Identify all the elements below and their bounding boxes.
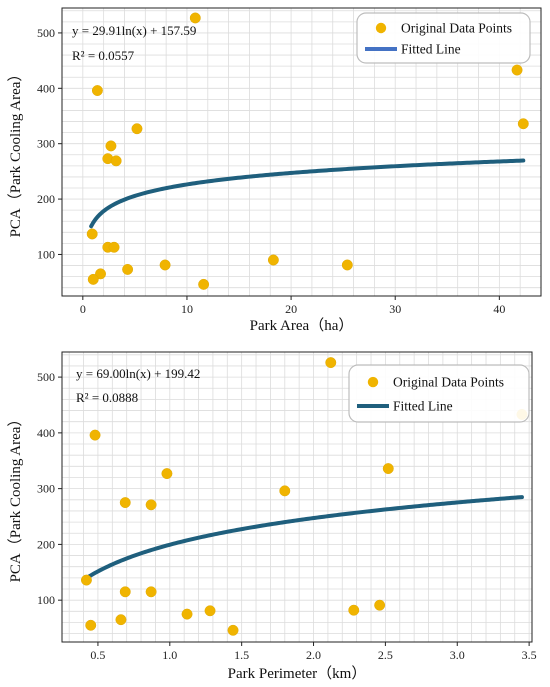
legend-box [356,12,531,64]
data-point [119,497,131,509]
y-tick-label: 100 [37,247,55,261]
data-point [348,604,360,616]
data-point [189,12,201,24]
y-axis-label: PCA（Park Cooling Area） [7,67,24,238]
data-point [95,268,106,280]
x-tick-label: 0 [80,302,86,316]
r-squared-label: R² = 0.0557 [72,48,135,63]
equation-label: y = 29.91ln(x) + 157.59 [72,23,196,38]
data-point [87,273,99,285]
y-tick-label: 500 [37,370,55,384]
legend-label-line: Fitted Line [393,399,453,414]
data-points [86,12,529,290]
x-tick-label: 2.5 [378,648,393,662]
data-point [131,123,143,135]
y-tick-label: 200 [37,537,55,551]
y-tick-label: 300 [37,137,55,151]
data-point [115,614,127,626]
y-tick-label: 500 [37,26,55,40]
legend-marker-points [375,22,387,34]
chart-park-perimeter: 0.5 1.0 1.5 2.0 2.5 3.0 3.5 100 200 300 400 500 Park… [7,351,537,682]
chart-park-area: 0 10 20 30 40 100 200 300 400 500 Park Area（ha） PCA… [7,7,542,334]
data-point [122,263,134,275]
legend-label-points: Original Data Points [401,21,512,36]
y-axis-label: PCA（Park Cooling Area） [7,412,24,583]
equation-label: y = 69.00ln(x) + 199.42 [76,366,200,381]
data-point [267,254,279,266]
fitted-line [84,495,524,581]
data-point [341,259,353,271]
legend-label-line: Fitted Line [401,42,461,57]
y-tick-label: 200 [37,192,55,206]
x-tick-label: 0.5 [90,648,105,662]
data-point [119,586,131,598]
data-point [517,118,529,130]
data-points [80,357,528,636]
x-tick-label: 1.0 [162,648,177,662]
y-tick-label: 100 [37,593,55,607]
legend: Original Data Points Fitted Line [348,364,530,423]
data-point [145,499,157,511]
r-squared-label: R² = 0.0888 [76,390,138,405]
data-point [325,357,337,369]
data-point [91,85,103,96]
fitted-line [89,158,526,229]
x-tick-label: 40 [493,302,505,316]
x-tick-label: 1.5 [234,648,249,662]
data-point [511,64,523,76]
data-point [161,468,173,480]
data-point [159,259,171,271]
data-point [198,278,210,290]
data-point [227,624,239,636]
data-point [279,485,291,497]
legend: Original Data Points Fitted Line [356,12,531,64]
x-tick-label: 3.5 [522,648,537,662]
y-tick-label: 400 [37,81,55,95]
legend-marker-points [367,376,379,388]
legend-label-points: Original Data Points [393,375,504,390]
x-tick-label: 20 [285,302,297,316]
x-tick-label: 3.0 [450,648,465,662]
x-tick-label: 10 [181,302,193,316]
data-point [181,608,193,620]
data-point [110,155,122,167]
x-axis-label: Park Area（ha） [250,317,354,334]
plot-frame [61,351,533,643]
y-tick-label: 300 [37,482,55,496]
data-point [374,599,386,611]
data-point [89,429,101,441]
data-point [382,463,394,475]
y-tick-label: 400 [37,426,55,440]
data-point [86,228,98,240]
data-point [105,140,117,152]
plot-frame [61,7,542,297]
data-point [145,586,157,598]
x-tick-label: 2.0 [306,648,321,662]
data-point [108,241,120,253]
data-point [80,574,92,586]
x-tick-label: 30 [389,302,401,316]
x-axis-label: Park Perimeter（km） [228,665,367,682]
data-point [204,605,216,617]
data-point [85,619,97,631]
legend-box [348,364,530,423]
